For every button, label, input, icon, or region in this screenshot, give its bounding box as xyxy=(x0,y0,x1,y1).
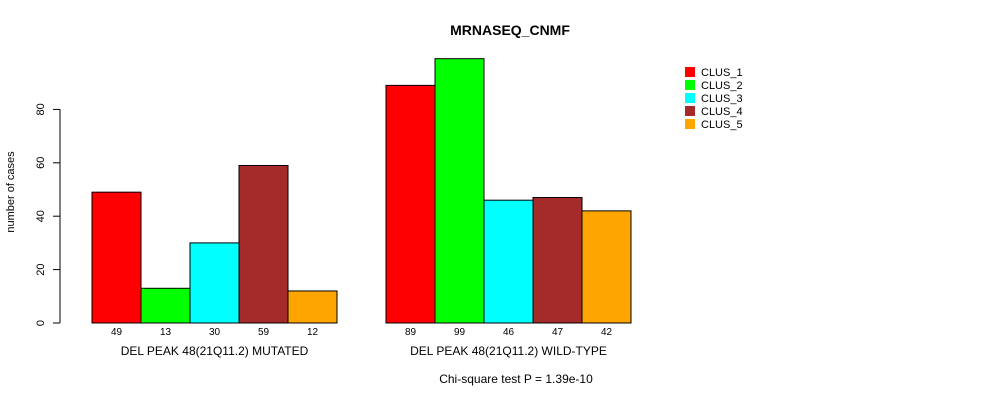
count-label: 13 xyxy=(160,327,172,338)
bar-clus-5-group-2 xyxy=(581,210,632,324)
legend-swatch-clus-5 xyxy=(685,119,695,129)
bar-clus-1-group-2 xyxy=(385,84,436,324)
legend-swatch-clus-4 xyxy=(685,106,695,116)
group-label-2: DEL PEAK 48(21Q11.2) WILD-TYPE xyxy=(410,344,607,358)
bar-clus-3-group-1 xyxy=(189,242,240,324)
y-tick-label: 60 xyxy=(35,157,47,169)
count-label: 42 xyxy=(601,327,613,338)
legend-label-clus-5: CLUS_5 xyxy=(701,119,743,131)
bar-clus-5-group-1 xyxy=(287,290,338,324)
group-label-1: DEL PEAK 48(21Q11.2) MUTATED xyxy=(121,344,309,358)
count-label: 30 xyxy=(209,327,221,338)
count-label: 59 xyxy=(258,327,270,338)
y-axis-label: number of cases xyxy=(5,151,17,233)
bars xyxy=(91,58,632,324)
legend-swatch-clus-1 xyxy=(685,67,695,77)
bar-clus-4-group-2 xyxy=(532,197,583,324)
chi-square-footnote: Chi-square test P = 1.39e-10 xyxy=(439,372,593,386)
legend-label-clus-1: CLUS_1 xyxy=(701,67,743,79)
legend-swatch-clus-3 xyxy=(685,93,695,103)
legend-swatch-clus-2 xyxy=(685,80,695,90)
y-axis: 0 20 40 60 80 xyxy=(35,103,61,326)
legend-label-clus-2: CLUS_2 xyxy=(701,80,743,92)
count-label: 99 xyxy=(454,327,466,338)
y-tick-label: 0 xyxy=(35,320,47,326)
count-label: 89 xyxy=(405,327,417,338)
legend-label-clus-3: CLUS_3 xyxy=(701,93,743,105)
count-labels: 49 13 30 59 12 89 99 46 47 42 xyxy=(111,327,613,338)
chart-title: MRNASEQ_CNMF xyxy=(450,22,570,38)
legend-label-clus-4: CLUS_4 xyxy=(701,106,743,118)
bar-clus-1-group-1 xyxy=(91,191,142,324)
bar-clus-2-group-2 xyxy=(434,58,485,324)
y-tick-label: 80 xyxy=(35,103,47,115)
count-label: 46 xyxy=(503,327,515,338)
y-tick-label: 20 xyxy=(35,263,47,275)
bar-clus-3-group-2 xyxy=(483,199,534,324)
y-tick-label: 40 xyxy=(35,210,47,222)
bar-clus-2-group-1 xyxy=(140,287,191,324)
count-label: 12 xyxy=(307,327,319,338)
group-labels: DEL PEAK 48(21Q11.2) MUTATED DEL PEAK 48(… xyxy=(121,344,607,358)
bar-clus-4-group-1 xyxy=(238,164,289,324)
count-label: 49 xyxy=(111,327,123,338)
count-label: 47 xyxy=(552,327,564,338)
